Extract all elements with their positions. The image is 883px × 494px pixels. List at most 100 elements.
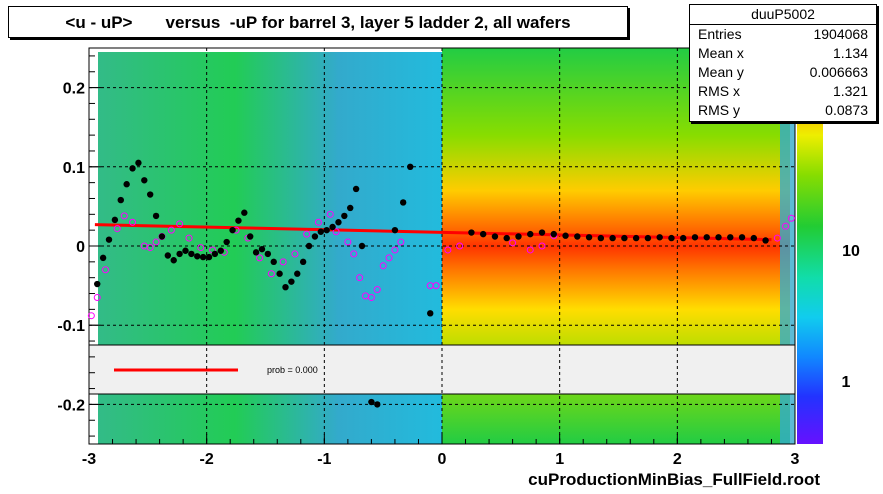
profile-marker — [282, 283, 289, 291]
profile-marker — [399, 199, 407, 206]
profile-marker — [299, 258, 307, 266]
prob-label: prob = 0.000 — [267, 365, 318, 375]
profile-marker — [644, 234, 652, 242]
profile-marker — [335, 219, 342, 226]
profile-marker — [750, 234, 758, 242]
profile-marker — [427, 310, 434, 317]
profile-marker — [229, 226, 236, 234]
y-tick-label: 0.2 — [63, 81, 85, 98]
profile-marker — [407, 163, 414, 170]
profile-marker — [223, 238, 230, 246]
open-marker — [397, 238, 405, 246]
open-marker — [176, 220, 184, 228]
stats-box: duuP5002 Entries 1904068 Mean x 1.134 Me… — [689, 4, 877, 122]
stats-value: 0.006663 — [809, 64, 868, 80]
profile-marker — [352, 185, 360, 193]
profile-marker — [247, 233, 254, 240]
stats-row-mean-y: Mean y 0.006663 — [690, 63, 876, 82]
profile-marker — [111, 216, 119, 224]
profile-marker — [252, 249, 260, 256]
open-marker — [350, 250, 358, 258]
x-tick-label: 0 — [438, 451, 447, 468]
profile-marker — [276, 270, 283, 277]
axis-ticks-group: -3 -2 -1 0 1 2 3 -0.2 -0.1 0 0.1 0.2 — [57, 55, 800, 468]
stats-label: Mean x — [698, 45, 744, 61]
profile-marker — [574, 233, 581, 240]
open-marker — [344, 238, 352, 246]
profile-marker — [211, 250, 219, 258]
open-marker — [101, 266, 109, 274]
profile-marker — [94, 280, 101, 288]
stats-row-entries: Entries 1904068 — [690, 25, 876, 44]
profile-marker — [491, 233, 499, 240]
profile-marker — [621, 234, 628, 242]
profile-marker — [597, 234, 605, 242]
chart-title: <u - uP> versus -uP for barrel 3, layer … — [65, 13, 571, 32]
open-marker — [291, 250, 299, 258]
x-tick-label: -1 — [317, 451, 331, 468]
profile-marker — [550, 230, 557, 238]
profile-marker — [164, 252, 172, 259]
open-marker — [391, 246, 399, 254]
open-marker — [379, 262, 387, 270]
open-marker — [279, 258, 287, 266]
profile-marker — [305, 242, 313, 250]
profile-marker — [680, 234, 687, 242]
profile-marker — [99, 254, 107, 262]
profile-marker — [217, 247, 224, 254]
profile-marker — [358, 242, 366, 250]
open-marker — [113, 225, 121, 233]
profile-marker — [317, 228, 325, 235]
open-marker — [538, 242, 546, 250]
x-tick-label: 2 — [673, 451, 682, 468]
open-marker — [782, 222, 790, 230]
stats-row-rms-x: RMS x 1.321 — [690, 82, 876, 101]
profile-marker — [656, 234, 663, 241]
profile-marker — [703, 234, 710, 241]
profile-marker — [241, 209, 248, 216]
profile-markers-group — [94, 159, 769, 408]
open-marker — [267, 270, 275, 278]
profile-marker — [762, 237, 769, 244]
footer-filename: cuProductionMinBias_FullField.root — [528, 470, 820, 489]
y-tick-label: -0.2 — [57, 397, 85, 414]
profile-marker — [341, 212, 348, 220]
stats-label: Entries — [698, 26, 742, 42]
profile-marker — [205, 253, 213, 261]
x-tick-label: -3 — [82, 451, 96, 468]
x-tick-label: -2 — [200, 451, 214, 468]
profile-marker — [105, 236, 113, 243]
stats-value: 1.321 — [832, 83, 868, 99]
profile-marker — [158, 233, 166, 240]
open-marker — [356, 274, 364, 282]
profile-marker — [738, 234, 746, 241]
profile-marker — [123, 181, 130, 188]
profile-marker — [715, 234, 722, 241]
stats-row-rms-y: RMS y 0.0873 — [690, 101, 876, 120]
profile-marker — [311, 233, 319, 240]
open-marker — [185, 234, 193, 242]
profile-marker — [117, 196, 124, 204]
profile-marker — [347, 204, 354, 212]
open-marker — [787, 214, 795, 222]
open-marker — [456, 242, 464, 250]
profile-marker — [129, 165, 136, 172]
chart-title-box: <u - uP> versus -uP for barrel 3, layer … — [8, 6, 628, 38]
profile-marker — [258, 245, 266, 253]
profile-marker — [182, 247, 189, 254]
profile-marker — [727, 234, 734, 241]
profile-marker — [288, 278, 295, 285]
profile-marker — [146, 191, 154, 198]
y-tick-label: 0 — [76, 239, 85, 256]
stats-value: 0.0873 — [825, 102, 868, 118]
open-marker — [303, 230, 311, 238]
profile-marker — [515, 233, 522, 240]
stats-value: 1904068 — [813, 26, 868, 42]
stats-label: RMS y — [698, 102, 740, 118]
profile-marker — [391, 226, 399, 234]
stats-value: 1.134 — [832, 45, 868, 61]
profile-marker — [135, 159, 142, 167]
x-tick-label: 3 — [791, 451, 800, 468]
profile-marker — [503, 234, 510, 242]
